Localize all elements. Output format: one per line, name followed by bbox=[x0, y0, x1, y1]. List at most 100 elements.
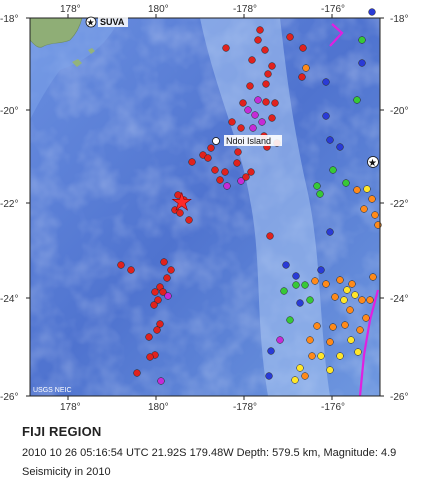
earthquake-marker bbox=[145, 333, 153, 341]
lat-label-right: -22° bbox=[390, 199, 408, 210]
capital-star-icon: ★ bbox=[367, 156, 379, 169]
earthquake-marker bbox=[322, 112, 330, 120]
earthquake-marker bbox=[299, 44, 307, 52]
seismicity-map: 178° 180° -178° -176° 178° 180° -178° -1… bbox=[0, 4, 408, 410]
earthquake-marker bbox=[180, 196, 188, 204]
earthquake-marker bbox=[346, 306, 354, 314]
earthquake-markers bbox=[117, 8, 382, 385]
plate-boundary bbox=[329, 23, 380, 397]
earthquake-marker bbox=[326, 228, 334, 236]
lon-label-top: 178° bbox=[60, 4, 81, 15]
earthquake-marker bbox=[154, 296, 162, 304]
earthquake-marker bbox=[306, 336, 314, 344]
earthquake-marker bbox=[266, 232, 274, 240]
earthquake-marker bbox=[351, 291, 359, 299]
earthquake-marker bbox=[188, 158, 196, 166]
earthquake-marker bbox=[348, 280, 356, 288]
earthquake-marker bbox=[157, 377, 165, 385]
earthquake-marker bbox=[322, 280, 330, 288]
earthquake-marker bbox=[316, 190, 324, 198]
earthquake-marker bbox=[159, 288, 167, 296]
earthquake-marker bbox=[342, 179, 350, 187]
earthquake-marker bbox=[301, 372, 309, 380]
earthquake-marker bbox=[358, 296, 366, 304]
earthquake-marker bbox=[322, 78, 330, 86]
earthquake-marker bbox=[254, 96, 262, 104]
lon-label-top: -176° bbox=[321, 4, 345, 15]
earthquake-marker bbox=[326, 136, 334, 144]
earthquake-marker bbox=[336, 143, 344, 151]
earthquake-marker bbox=[156, 320, 164, 328]
earthquake-marker bbox=[313, 182, 321, 190]
lon-label-top: 180° bbox=[148, 4, 169, 15]
earthquake-marker bbox=[167, 266, 175, 274]
lat-label-left: -18° bbox=[0, 14, 18, 25]
earthquake-marker bbox=[341, 321, 349, 329]
earthquake-marker bbox=[160, 258, 168, 266]
earthquake-marker bbox=[282, 261, 290, 269]
lon-label-bottom: -178° bbox=[233, 402, 257, 410]
earthquake-marker bbox=[354, 348, 362, 356]
region-title: FIJI REGION bbox=[22, 424, 102, 439]
lat-label-left: -24° bbox=[0, 294, 18, 305]
earthquake-marker bbox=[211, 166, 219, 174]
earthquake-marker bbox=[343, 286, 351, 294]
earthquake-marker bbox=[242, 173, 250, 181]
earthquake-marker bbox=[244, 106, 252, 114]
earthquake-marker bbox=[317, 266, 325, 274]
earthquake-marker bbox=[301, 281, 309, 289]
fiji-landmass bbox=[29, 17, 83, 48]
earthquake-marker bbox=[326, 366, 334, 374]
earthquake-marker bbox=[204, 154, 212, 162]
earthquake-marker bbox=[286, 316, 294, 324]
earthquake-marker bbox=[347, 336, 355, 344]
earthquake-marker bbox=[368, 195, 376, 203]
usgs-credit: USGS NEIC bbox=[33, 387, 72, 394]
earthquake-marker bbox=[153, 326, 161, 334]
earthquake-marker bbox=[358, 59, 366, 67]
earthquake-marker bbox=[223, 182, 231, 190]
earthquake-marker bbox=[117, 261, 125, 269]
earthquake-marker bbox=[317, 352, 325, 360]
earthquake-marker bbox=[306, 296, 314, 304]
earthquake-marker bbox=[298, 73, 306, 81]
earthquake-marker bbox=[247, 168, 255, 176]
event-details: 2010 10 26 05:16:54 UTC 21.92S 179.48W D… bbox=[22, 447, 397, 459]
earthquake-marker bbox=[296, 299, 304, 307]
lon-label-bottom: 178° bbox=[60, 402, 81, 410]
earthquake-marker bbox=[362, 314, 370, 322]
earthquake-marker bbox=[265, 372, 273, 380]
earthquake-marker bbox=[216, 176, 224, 184]
lat-label-left: -22° bbox=[0, 199, 18, 210]
earthquake-marker bbox=[371, 211, 379, 219]
earthquake-marker bbox=[326, 338, 334, 346]
earthquake-marker bbox=[360, 205, 368, 213]
earthquake-marker bbox=[248, 56, 256, 64]
earthquake-marker bbox=[368, 8, 376, 16]
earthquake-marker bbox=[249, 124, 257, 132]
earthquake-marker bbox=[146, 353, 154, 361]
earthquake-marker bbox=[336, 352, 344, 360]
earthquake-marker bbox=[262, 80, 270, 88]
suva-label: SUVA bbox=[100, 17, 125, 27]
main-event-star-icon: ★ bbox=[171, 188, 193, 216]
svg-text:★: ★ bbox=[87, 19, 95, 29]
earthquake-marker bbox=[331, 293, 339, 301]
earthquake-marker bbox=[207, 144, 215, 152]
earthquake-marker bbox=[133, 369, 141, 377]
earthquake-marker bbox=[185, 216, 193, 224]
earthquake-marker bbox=[237, 124, 245, 132]
earthquake-marker bbox=[292, 281, 300, 289]
earthquake-marker bbox=[239, 99, 247, 107]
ndoi-island-label: Ndoi Island bbox=[226, 136, 271, 146]
earthquake-marker bbox=[228, 118, 236, 126]
earthquake-marker bbox=[340, 296, 348, 304]
ndoi-island-marker bbox=[212, 137, 220, 145]
earthquake-marker bbox=[267, 347, 275, 355]
earthquake-marker bbox=[336, 276, 344, 284]
lat-label-right: -18° bbox=[390, 14, 408, 25]
earthquake-marker bbox=[358, 36, 366, 44]
lon-label-bottom: -176° bbox=[321, 402, 345, 410]
earthquake-marker bbox=[256, 26, 264, 34]
earthquake-marker bbox=[296, 364, 304, 372]
